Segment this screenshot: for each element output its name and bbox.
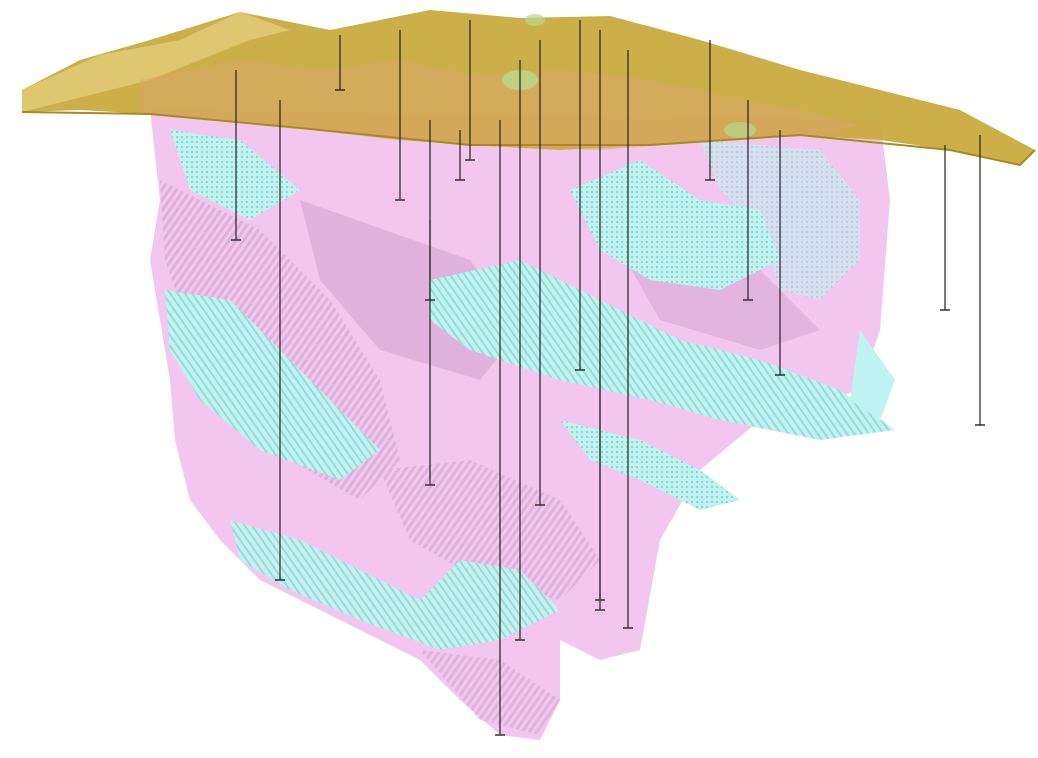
drillholes [231, 20, 985, 736]
